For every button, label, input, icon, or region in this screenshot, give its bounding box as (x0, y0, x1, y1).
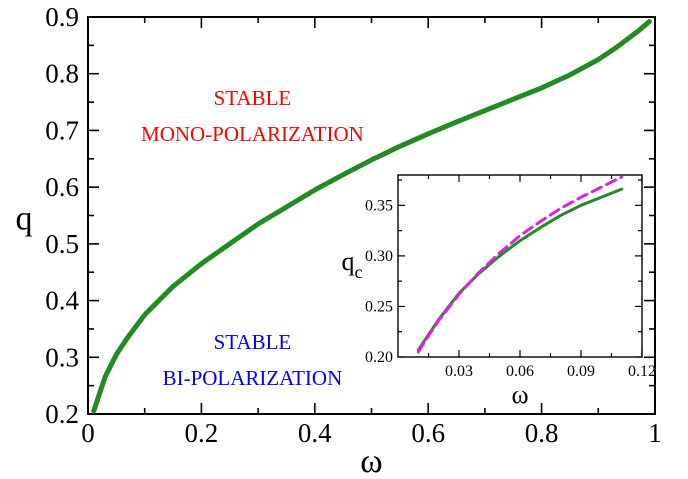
main-annotation-0-line-1: MONO-POLARIZATION (141, 122, 364, 146)
main-x-tick-label: 0 (81, 418, 95, 448)
main-x-tick-label: 0.2 (185, 418, 219, 448)
main-annotation-1-line-1: BI-POLARIZATION (163, 366, 343, 390)
inset-x-tick-label: 0.03 (445, 363, 473, 380)
main-y-tick-label: 0.6 (45, 172, 79, 202)
main-x-tick-label: 0.8 (525, 418, 559, 448)
inset-series-line-1 (416, 175, 624, 354)
main-y-tick-label: 0.8 (45, 59, 79, 89)
main-y-tick-label: 0.7 (45, 115, 79, 145)
main-y-axis-label: q (16, 201, 33, 238)
main-y-tick-label: 0.4 (45, 286, 79, 316)
main-y-tick-label: 0.5 (45, 229, 79, 259)
inset-y-axis-label-subscript: c (355, 262, 363, 282)
main-y-tick-label: 0.2 (45, 399, 79, 429)
inset-y-tick-label: 0.25 (365, 298, 393, 315)
main-x-tick-label: 0.4 (298, 418, 332, 448)
main-x-tick-label: 1 (648, 418, 662, 448)
inset-x-tick-label: 0.12 (628, 363, 656, 380)
inset-y-tick-label: 0.20 (365, 349, 393, 366)
main-y-tick-label: 0.9 (45, 2, 79, 32)
inset-x-axis-label: ω (511, 380, 528, 409)
inset-y-tick-label: 0.30 (365, 248, 393, 265)
main-annotation-1-line-0: STABLE (214, 330, 292, 354)
inset-x-tick-label: 0.09 (567, 363, 595, 380)
main-x-tick-label: 0.6 (411, 418, 445, 448)
inset-x-tick-label: 0.06 (506, 363, 534, 380)
inset-plot-frame (397, 174, 643, 358)
main-series-line-0 (91, 19, 652, 414)
main-y-tick-label: 0.3 (45, 342, 79, 372)
main-annotation-0-line-0: STABLE (214, 86, 292, 110)
main-x-axis-label: ω (360, 443, 382, 479)
inset-y-tick-label: 0.35 (365, 197, 393, 214)
